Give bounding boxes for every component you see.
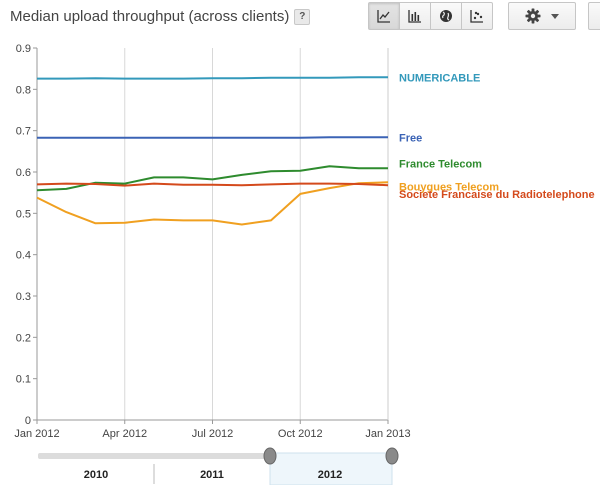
y-tick-label: 0.7 — [16, 126, 31, 138]
line-chart-icon — [377, 10, 390, 23]
y-tick-label: 0.4 — [16, 250, 31, 262]
timeline-selection[interactable] — [269, 452, 393, 485]
chart-header: Median upload throughput (across clients… — [10, 8, 311, 25]
y-tick-label: 0.1 — [16, 374, 31, 386]
y-tick-label: 0.3 — [16, 291, 31, 303]
y-tick-label: 0 — [25, 415, 31, 427]
bar-chart-button[interactable] — [399, 2, 431, 30]
scatter-chart-button[interactable] — [461, 2, 493, 30]
map-view-button[interactable] — [430, 2, 462, 30]
timeline-handle-right[interactable] — [385, 447, 399, 465]
globe-icon — [440, 10, 452, 22]
bar-chart-icon — [408, 10, 421, 23]
help-button[interactable]: ? — [294, 8, 311, 25]
series-label-2: France Telecom — [399, 158, 482, 170]
timeline-year-2010[interactable]: 2010 — [84, 469, 108, 481]
series-line-4[interactable] — [36, 182, 389, 187]
series-line-2[interactable] — [36, 165, 388, 192]
scatter-chart-icon — [470, 10, 483, 23]
series-label-3: Bouygues Telecom — [399, 181, 499, 193]
timeline-year-2011[interactable]: 2011 — [200, 469, 224, 481]
chart-type-toolbar — [368, 2, 493, 30]
y-tick-label: 0.2 — [16, 332, 31, 344]
y-tick-label: 0.8 — [16, 84, 31, 96]
x-tick-label: Oct 2012 — [278, 428, 323, 440]
series-label-1: Free — [399, 132, 422, 144]
timeline-year-2012[interactable]: 2012 — [318, 469, 342, 481]
x-tick-label: Jan 2012 — [14, 428, 59, 440]
y-tick-label: 0.9 — [16, 43, 31, 55]
x-tick-label: Apr 2012 — [102, 428, 147, 440]
page-title: Median upload throughput (across clients… — [10, 8, 290, 25]
y-tick-label: 0.6 — [16, 167, 31, 179]
x-tick-label: Jan 2013 — [365, 428, 410, 440]
series-line-0[interactable] — [37, 76, 388, 80]
series-label-0: NUMERICABLE — [399, 72, 480, 84]
settings-button[interactable] — [508, 2, 576, 30]
y-tick-label: 0.5 — [16, 208, 31, 220]
series-label-4: Societe Francaise du Radiotelephone — [399, 189, 595, 201]
timeline-handle-left[interactable] — [263, 447, 277, 465]
chevron-down-icon — [551, 13, 559, 19]
gear-icon — [525, 8, 541, 24]
x-tick-label: Jul 2012 — [192, 428, 234, 440]
series-line-3[interactable] — [36, 181, 389, 226]
toolbar-extra-button[interactable] — [588, 2, 600, 30]
